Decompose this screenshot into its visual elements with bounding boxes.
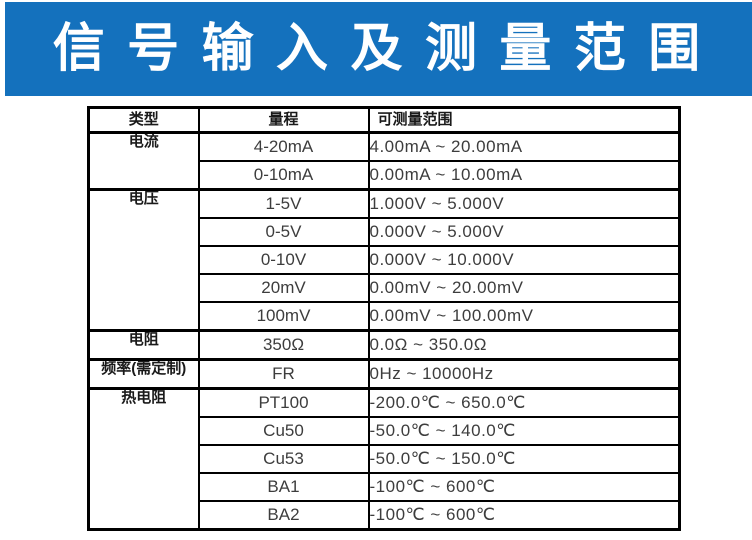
cell-range: FR <box>197 358 370 390</box>
table-row: 0-10V 0.000V ~ 10.000V <box>89 245 681 275</box>
table-row: 电流 4-20mA 4.00mA ~ 20.00mA <box>87 131 681 191</box>
header-type: 类型 <box>87 106 200 134</box>
table-row: 0-5V 0.000V ~ 5.000V <box>89 217 681 247</box>
cell-measurable-range: 0.000V ~ 10.000V <box>367 245 681 275</box>
cell-type-frequency: 频率(需定制) <box>87 358 200 390</box>
cell-type-rtd: 热电阻 <box>87 387 200 531</box>
page-title: 信 号 输 入 及 测 量 范 围 <box>52 20 705 78</box>
cell-measurable-range: -100℃ ~ 600℃ <box>367 500 681 531</box>
cell-measurable-range: 0.00mV ~ 20.00mV <box>367 273 681 303</box>
cell-range: 1-5V <box>197 188 370 219</box>
signal-range-table: 类型 量程 可测量范围 电流 4-20mA 4.00mA ~ 20.00mA 0… <box>87 106 681 531</box>
table-row: 电阻 350Ω 0.0Ω ~ 350.0Ω <box>87 329 681 361</box>
table-row: 电压 1-5V 1.000V ~ 5.000V <box>87 188 681 332</box>
cell-measurable-range: 0.0Ω ~ 350.0Ω <box>367 329 681 361</box>
table-row: Cu50 -50.0℃ ~ 140.0℃ <box>89 416 681 446</box>
cell-measurable-range: 0.00mA ~ 10.00mA <box>367 160 681 191</box>
cell-measurable-range: -50.0℃ ~ 150.0℃ <box>367 444 681 474</box>
cell-range: 0-10mA <box>197 160 370 191</box>
cell-range: 0-10V <box>197 245 370 275</box>
cell-type-current: 电流 <box>87 131 200 191</box>
table-row: 100mV 0.00mV ~ 100.00mV <box>89 301 681 332</box>
cell-range: Cu53 <box>197 444 370 474</box>
cell-measurable-range: 0Hz ~ 10000Hz <box>367 358 681 390</box>
cell-type-voltage: 电压 <box>87 188 200 332</box>
header-measurable-range: 可测量范围 <box>367 106 681 134</box>
cell-measurable-range: 1.000V ~ 5.000V <box>367 188 681 219</box>
cell-measurable-range: -50.0℃ ~ 140.0℃ <box>367 416 681 446</box>
cell-range: 4-20mA <box>197 131 370 162</box>
cell-type-resistance: 电阻 <box>87 329 200 361</box>
table-row: 频率(需定制) FR 0Hz ~ 10000Hz <box>87 358 681 390</box>
table-row: 热电阻 PT100 -200.0℃ ~ 650.0℃ <box>87 387 681 531</box>
cell-measurable-range: 4.00mA ~ 20.00mA <box>367 131 681 162</box>
cell-range: 20mV <box>197 273 370 303</box>
table-row: 0-10mA 0.00mA ~ 10.00mA <box>89 160 681 191</box>
table-row: Cu53 -50.0℃ ~ 150.0℃ <box>89 444 681 474</box>
table-row: 20mV 0.00mV ~ 20.00mV <box>89 273 681 303</box>
cell-range: 0-5V <box>197 217 370 247</box>
cell-measurable-range: -200.0℃ ~ 650.0℃ <box>367 387 681 418</box>
cell-range: 100mV <box>197 301 370 332</box>
cell-range: BA2 <box>197 500 370 531</box>
title-banner: 信 号 输 入 及 测 量 范 围 <box>5 2 752 96</box>
table-header-row: 类型 量程 可测量范围 <box>87 106 681 134</box>
cell-range: BA1 <box>197 472 370 502</box>
cell-range: PT100 <box>197 387 370 418</box>
cell-range: Cu50 <box>197 416 370 446</box>
cell-range: 350Ω <box>197 329 370 361</box>
cell-measurable-range: -100℃ ~ 600℃ <box>367 472 681 502</box>
cell-measurable-range: 0.00mV ~ 100.00mV <box>367 301 681 332</box>
header-range: 量程 <box>197 106 370 134</box>
table-row: BA1 -100℃ ~ 600℃ <box>89 472 681 502</box>
cell-measurable-range: 0.000V ~ 5.000V <box>367 217 681 247</box>
table-row: BA2 -100℃ ~ 600℃ <box>89 500 681 531</box>
